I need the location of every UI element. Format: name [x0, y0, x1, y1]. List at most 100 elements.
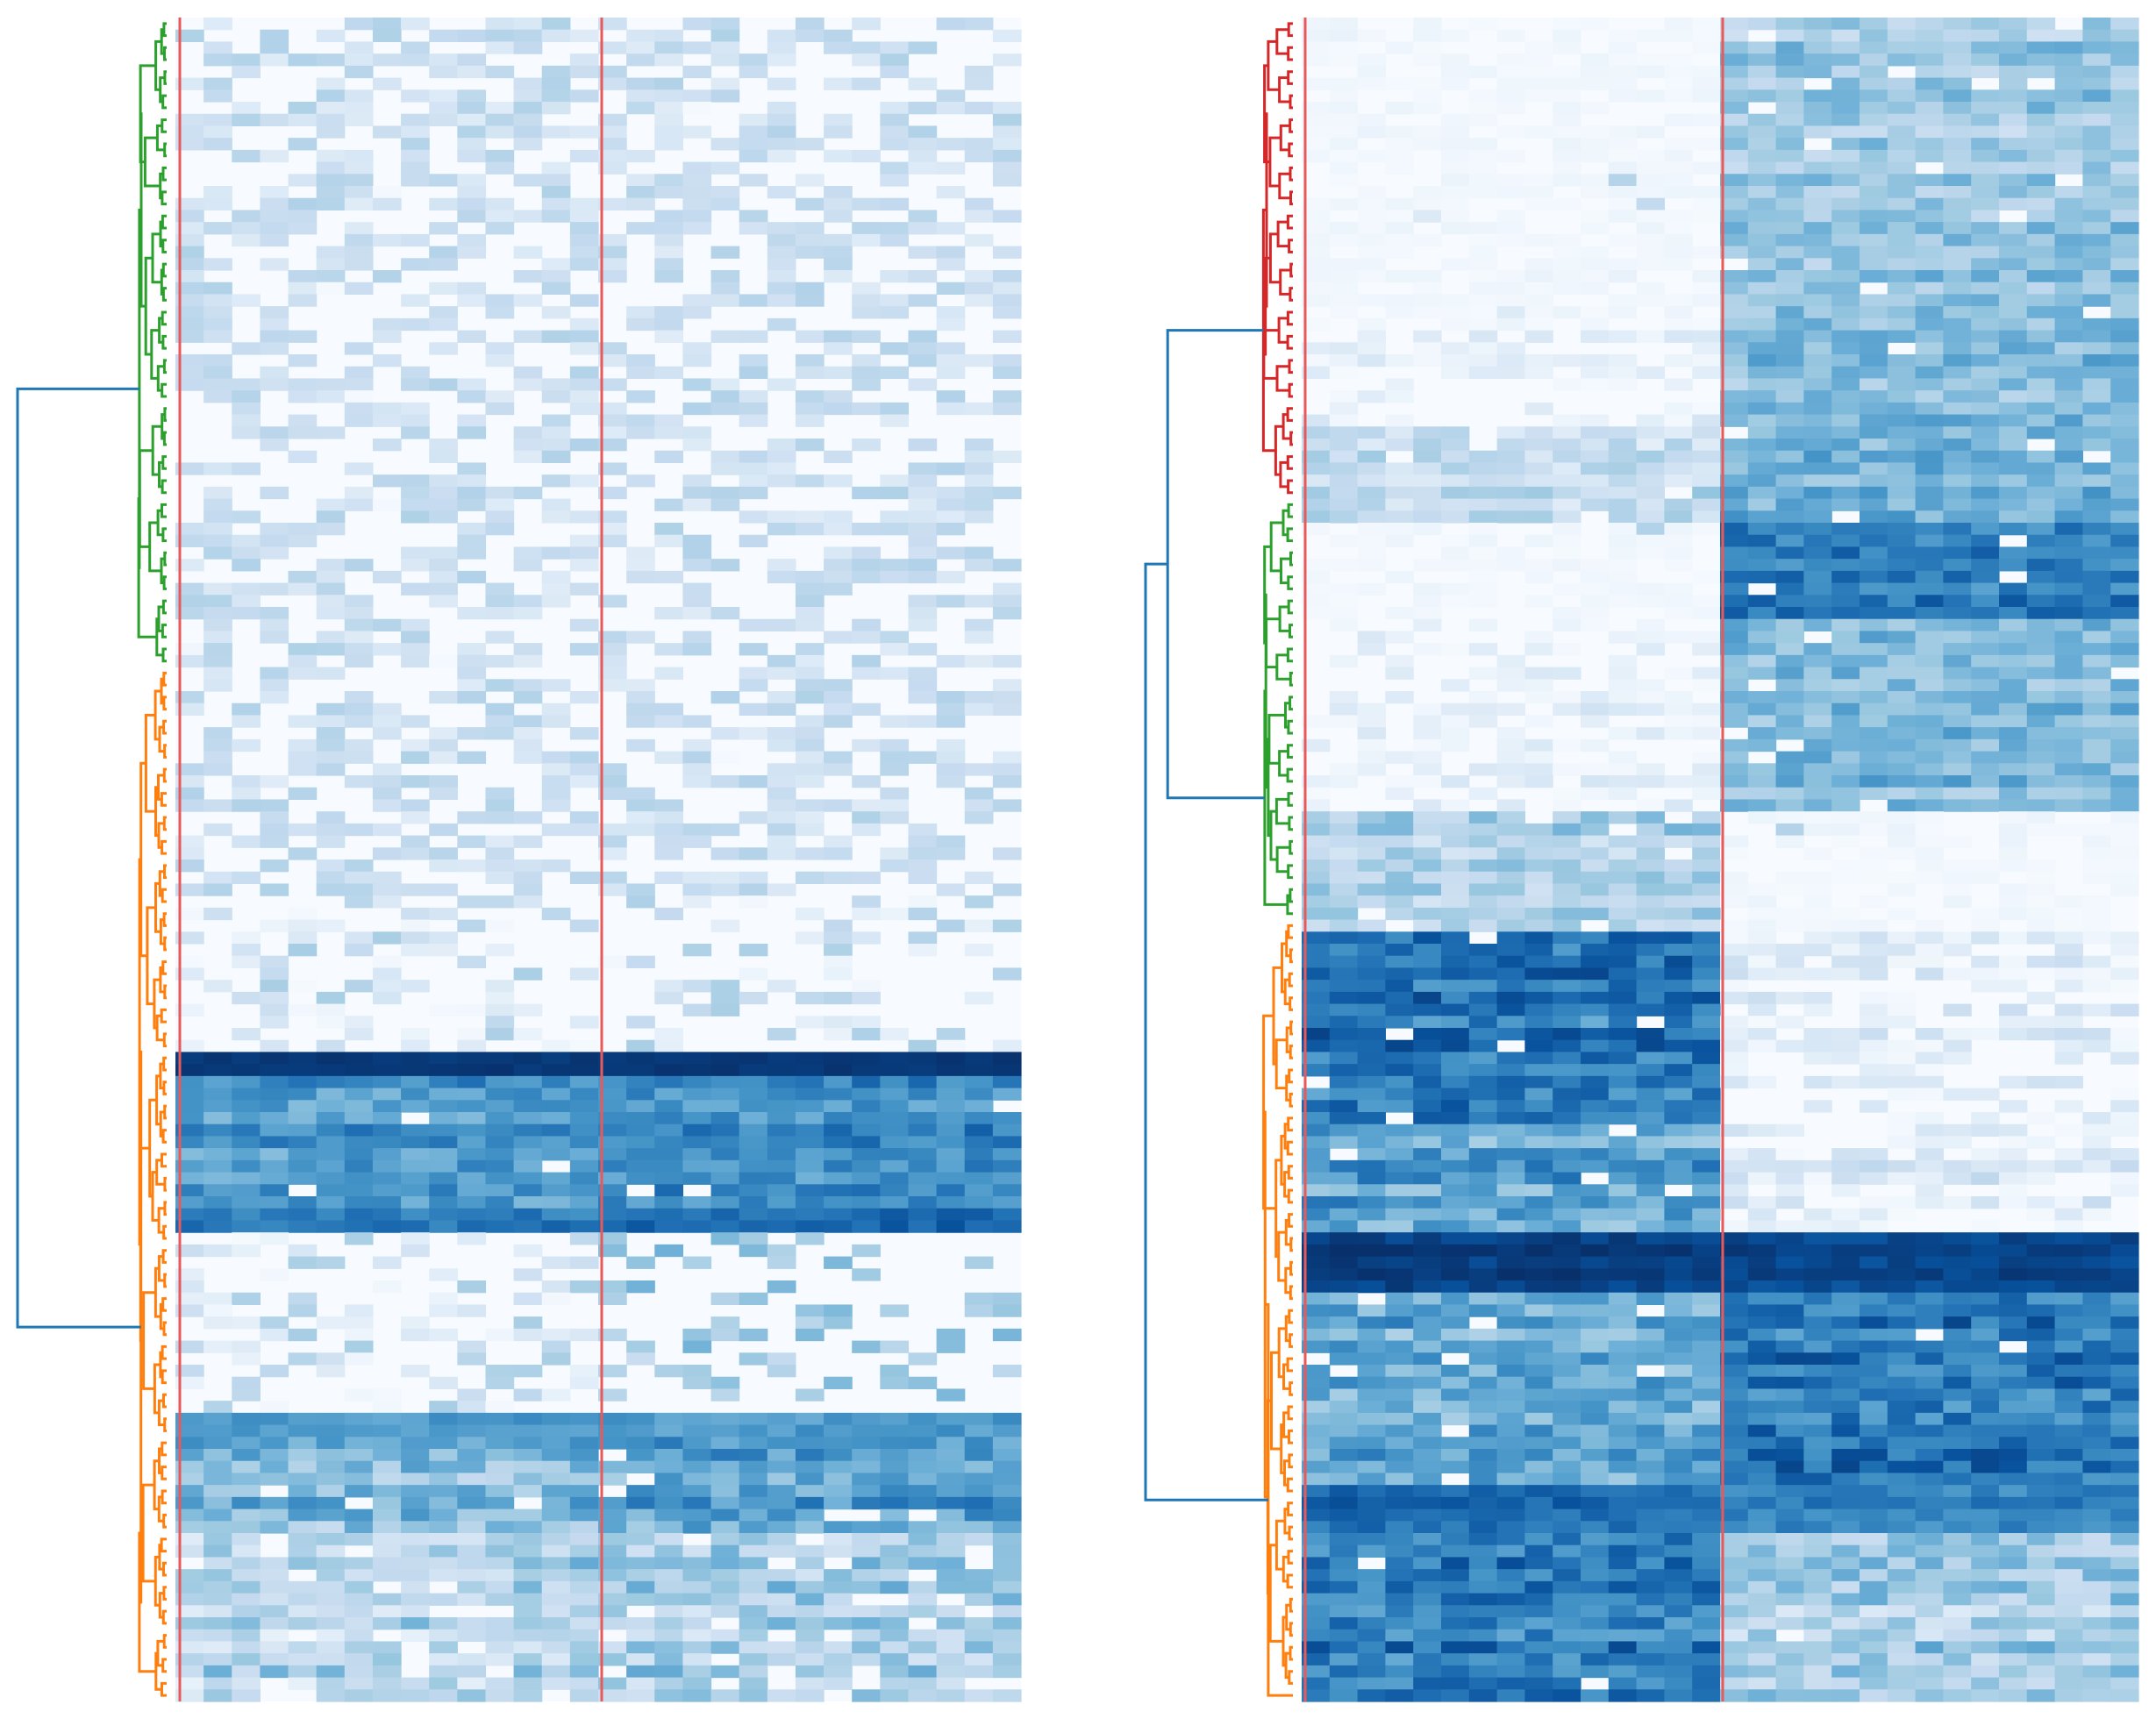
- heatmap-cell: [598, 654, 627, 668]
- heatmap-cell: [2110, 595, 2139, 608]
- heatmap-cell: [880, 294, 910, 307]
- heatmap-cell: [1831, 835, 1860, 848]
- heatmap-cell: [1999, 402, 2028, 416]
- heatmap-cell: [457, 751, 487, 764]
- heatmap-cell: [1664, 1028, 1693, 1041]
- heatmap-cell: [1831, 390, 1860, 403]
- heatmap-cell: [710, 1208, 740, 1222]
- heatmap-cell: [1302, 595, 1331, 608]
- heatmap-cell: [429, 1677, 458, 1690]
- heatmap-cell: [429, 1437, 458, 1450]
- heatmap-cell: [1831, 65, 1860, 79]
- heatmap-cell: [316, 751, 346, 764]
- heatmap-cell: [541, 1280, 571, 1294]
- heatmap-cell: [1943, 330, 1972, 343]
- heatmap-cell: [1860, 474, 1888, 488]
- heatmap-cell: [824, 1569, 853, 1582]
- heatmap-cell: [203, 1629, 232, 1643]
- heatmap-cell: [992, 402, 1022, 416]
- heatmap-cell: [175, 210, 204, 223]
- heatmap-cell: [908, 1112, 938, 1125]
- heatmap-cell: [1803, 703, 1832, 717]
- heatmap-cell: [288, 390, 318, 403]
- heatmap-cell: [1329, 1064, 1359, 1077]
- heatmap-cell: [880, 1521, 910, 1534]
- dendrogram-branch: [161, 262, 167, 278]
- heatmap-cell: [457, 210, 487, 223]
- heatmap-cell: [824, 715, 853, 728]
- heatmap-cell: [795, 727, 825, 740]
- heatmap-cell: [880, 1159, 910, 1173]
- heatmap-cell: [569, 1533, 599, 1546]
- heatmap-cell: [175, 354, 204, 367]
- heatmap-cell: [1747, 931, 1777, 945]
- heatmap-cell: [1468, 258, 1498, 271]
- heatmap-cell: [1357, 270, 1386, 283]
- heatmap-cell: [541, 907, 571, 921]
- heatmap-cell: [598, 835, 627, 848]
- heatmap-cell: [316, 390, 346, 403]
- heatmap-cell: [880, 342, 910, 355]
- heatmap-cell: [260, 1509, 289, 1522]
- heatmap-cell: [175, 1075, 204, 1089]
- dendrogram-branch: [1289, 624, 1293, 638]
- heatmap-cell: [739, 222, 768, 235]
- heatmap-cell: [739, 727, 768, 740]
- heatmap-cell: [682, 835, 712, 848]
- heatmap-cell: [710, 330, 740, 343]
- heatmap-cell: [654, 1064, 683, 1077]
- heatmap-cell: [1329, 439, 1359, 452]
- heatmap-cell: [824, 1208, 853, 1222]
- heatmap-cell: [2082, 618, 2111, 632]
- heatmap-cell: [908, 246, 938, 259]
- heatmap-cell: [1747, 77, 1777, 90]
- dendrogram-branch: [162, 1056, 167, 1072]
- heatmap-cell: [513, 1473, 543, 1486]
- heatmap-cell: [513, 1028, 543, 1041]
- heatmap-cell: [908, 1039, 938, 1053]
- heatmap-cell: [1747, 534, 1777, 548]
- heatmap-cell: [739, 703, 768, 717]
- heatmap-cell: [1831, 102, 1860, 115]
- heatmap-cell: [795, 1220, 825, 1233]
- heatmap-cell: [1831, 1075, 1860, 1089]
- heatmap-cell: [598, 354, 627, 367]
- heatmap-cell: [175, 233, 204, 247]
- heatmap-cell: [654, 1039, 683, 1053]
- heatmap-cell: [682, 210, 712, 223]
- heatmap-cell: [2082, 282, 2111, 296]
- heatmap-cell: [710, 1196, 740, 1209]
- heatmap-cell: [2026, 486, 2056, 500]
- heatmap-cell: [1329, 414, 1359, 427]
- heatmap-cell: [1720, 330, 1749, 343]
- heatmap-cell: [1441, 582, 1470, 596]
- heatmap-cell: [1302, 738, 1331, 753]
- heatmap-cell: [401, 799, 430, 812]
- heatmap-cell: [457, 1340, 487, 1353]
- heatmap-cell: [1747, 631, 1777, 644]
- heatmap-cell: [964, 510, 994, 524]
- heatmap-cell: [1971, 703, 2000, 717]
- heatmap-cell: [1860, 727, 1888, 740]
- heatmap-cell: [710, 41, 740, 54]
- heatmap-cell: [344, 980, 374, 993]
- heatmap-cell: [1971, 186, 2000, 199]
- heatmap-cell: [824, 125, 853, 139]
- heatmap-cell: [1943, 799, 1972, 812]
- heatmap-cell: [316, 186, 346, 199]
- heatmap-cell: [485, 847, 515, 860]
- heatmap-cell: [1803, 41, 1832, 54]
- heatmap-cell: [401, 1544, 430, 1559]
- heatmap-cell: [429, 1088, 458, 1101]
- heatmap-cell: [288, 1003, 318, 1016]
- heatmap-cell: [1887, 631, 1917, 644]
- heatmap-cell: [767, 1184, 796, 1197]
- heatmap-cell: [1999, 186, 2028, 199]
- heatmap-cell: [1915, 65, 1944, 79]
- heatmap-cell: [1803, 222, 1832, 235]
- heatmap-cell: [1608, 270, 1638, 283]
- heatmap-cell: [1887, 883, 1917, 896]
- heatmap-cell: [2026, 161, 2056, 175]
- heatmap-cell: [654, 1544, 683, 1559]
- heatmap-cell: [1720, 883, 1749, 896]
